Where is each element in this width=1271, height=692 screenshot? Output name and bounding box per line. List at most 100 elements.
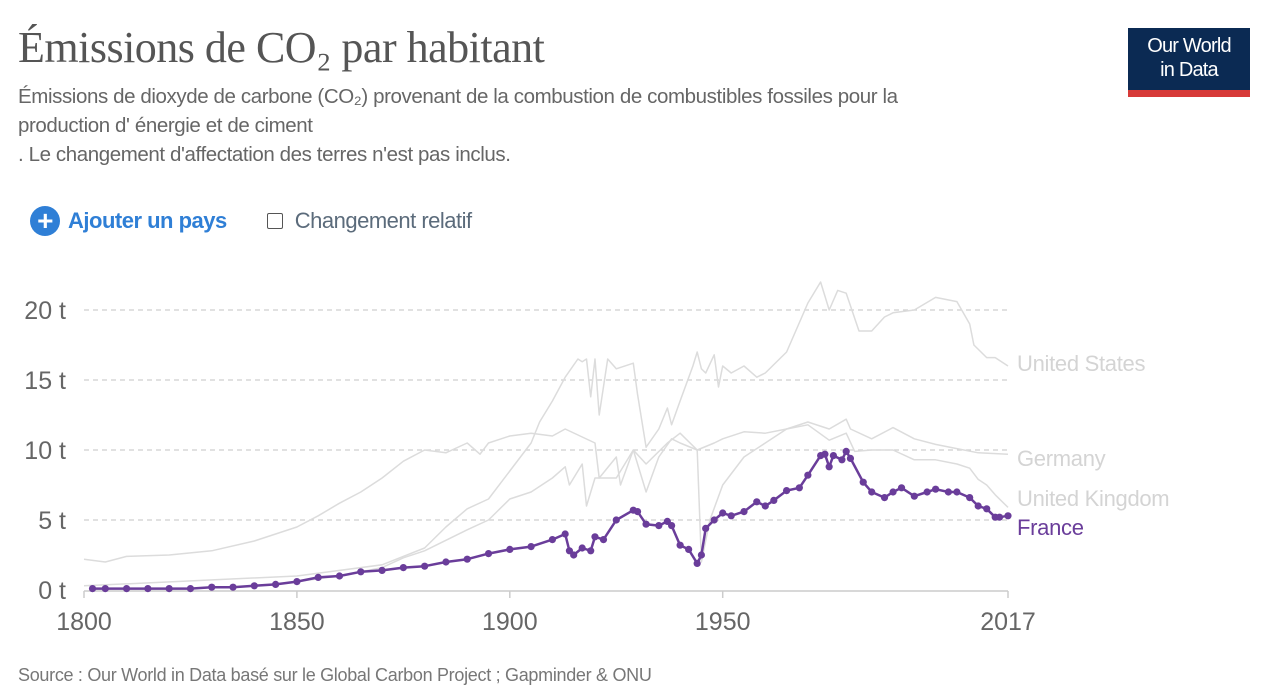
series-line-united-states bbox=[83, 281, 1009, 587]
data-point bbox=[250, 582, 258, 590]
data-point bbox=[484, 550, 493, 558]
y-tick-label: 5 t bbox=[38, 507, 66, 535]
data-point bbox=[795, 484, 803, 492]
plus-circle-icon: + bbox=[30, 206, 60, 236]
series-line-united-kingdom bbox=[83, 424, 1009, 563]
series-label: Germany bbox=[1017, 446, 1106, 471]
data-point bbox=[910, 492, 918, 500]
data-point bbox=[378, 566, 386, 575]
data-point bbox=[685, 545, 693, 554]
data-point bbox=[782, 487, 791, 495]
data-point bbox=[846, 454, 855, 462]
data-point bbox=[578, 544, 586, 552]
data-point bbox=[868, 488, 876, 496]
data-point bbox=[842, 447, 850, 455]
data-point bbox=[829, 452, 838, 460]
chart-subtitle: Émissions de dioxyde de carbone (CO₂) pr… bbox=[18, 82, 1128, 169]
data-point bbox=[889, 488, 897, 496]
logo-line: in Data bbox=[1160, 59, 1219, 81]
subtitle-line: . Le changement d'affectation des terres… bbox=[18, 143, 511, 166]
data-point bbox=[821, 450, 829, 458]
data-point bbox=[923, 488, 931, 496]
y-tick-label: 15 t bbox=[24, 367, 66, 395]
add-country-label: Ajouter un pays bbox=[68, 208, 227, 233]
relative-change-label: Changement relatif bbox=[294, 208, 472, 233]
series-label: France bbox=[1017, 515, 1084, 540]
data-point bbox=[587, 547, 595, 555]
x-tick-label: 1800 bbox=[56, 608, 112, 636]
data-point bbox=[506, 545, 514, 554]
data-point bbox=[740, 508, 748, 516]
data-point bbox=[421, 562, 429, 570]
checkbox-icon bbox=[266, 213, 283, 229]
data-point bbox=[966, 494, 974, 502]
data-point bbox=[642, 520, 650, 528]
data-point bbox=[101, 585, 109, 593]
y-tick-label: 10 t bbox=[24, 437, 66, 465]
add-country-button[interactable]: + Ajouter un pays bbox=[30, 206, 227, 236]
data-point bbox=[880, 494, 889, 502]
data-point bbox=[693, 559, 701, 568]
data-point bbox=[144, 585, 152, 593]
x-tick-label: 1950 bbox=[695, 608, 751, 636]
data-point bbox=[974, 502, 982, 510]
data-point bbox=[229, 583, 237, 591]
data-point bbox=[1004, 512, 1012, 520]
data-point bbox=[825, 463, 833, 471]
data-point bbox=[838, 456, 846, 464]
data-point bbox=[570, 551, 578, 559]
data-point bbox=[88, 585, 97, 593]
data-point bbox=[697, 551, 706, 559]
y-tick-label: 0 t bbox=[38, 577, 66, 605]
data-point bbox=[804, 471, 812, 479]
data-point bbox=[561, 530, 569, 538]
data-point bbox=[208, 583, 216, 591]
data-point bbox=[983, 505, 991, 513]
data-point bbox=[727, 512, 735, 520]
data-point bbox=[702, 524, 710, 533]
x-tick-label: 1850 bbox=[269, 608, 325, 636]
data-point bbox=[399, 564, 407, 572]
data-point bbox=[859, 478, 867, 486]
y-tick-label: 20 t bbox=[24, 297, 66, 325]
data-point bbox=[710, 516, 718, 524]
source-note: Source : Our World in Data basé sur le G… bbox=[18, 665, 652, 685]
data-point bbox=[357, 568, 365, 576]
series-line-germany bbox=[296, 418, 1009, 583]
owid-logo[interactable]: Our World in Data bbox=[1128, 28, 1250, 97]
data-point bbox=[995, 513, 1004, 521]
data-point bbox=[897, 484, 906, 492]
data-point bbox=[272, 580, 280, 589]
relative-change-checkbox[interactable]: Changement relatif bbox=[266, 208, 472, 234]
logo-line: Our World bbox=[1147, 35, 1231, 57]
data-point bbox=[953, 488, 961, 496]
data-point bbox=[122, 585, 131, 593]
x-tick-label: 1900 bbox=[482, 608, 538, 636]
data-point bbox=[612, 516, 620, 524]
subtitle-line: production d' énergie et de ciment bbox=[18, 114, 313, 137]
data-point bbox=[165, 585, 173, 593]
chart-controls: + Ajouter un pays Changement relatif bbox=[30, 206, 472, 236]
data-point bbox=[186, 585, 195, 593]
data-point bbox=[335, 572, 344, 580]
series-label: United States bbox=[1017, 351, 1145, 376]
data-point bbox=[314, 573, 322, 582]
data-point bbox=[293, 578, 301, 586]
data-point bbox=[944, 488, 952, 496]
chart-title: Émissions de CO₂ par habitant bbox=[18, 23, 545, 72]
data-point bbox=[719, 509, 727, 517]
data-point bbox=[932, 485, 940, 493]
data-point bbox=[548, 536, 556, 544]
data-point bbox=[591, 533, 599, 541]
data-point bbox=[770, 496, 778, 504]
data-point bbox=[463, 555, 471, 563]
data-point bbox=[668, 522, 676, 530]
subtitle-line: Émissions de dioxyde de carbone (CO₂) pr… bbox=[18, 85, 898, 108]
data-point bbox=[633, 508, 642, 516]
data-point bbox=[527, 543, 535, 551]
series-label: United Kingdom bbox=[1017, 486, 1169, 511]
data-point bbox=[655, 522, 663, 530]
data-point bbox=[761, 502, 769, 510]
data-point bbox=[676, 541, 684, 549]
